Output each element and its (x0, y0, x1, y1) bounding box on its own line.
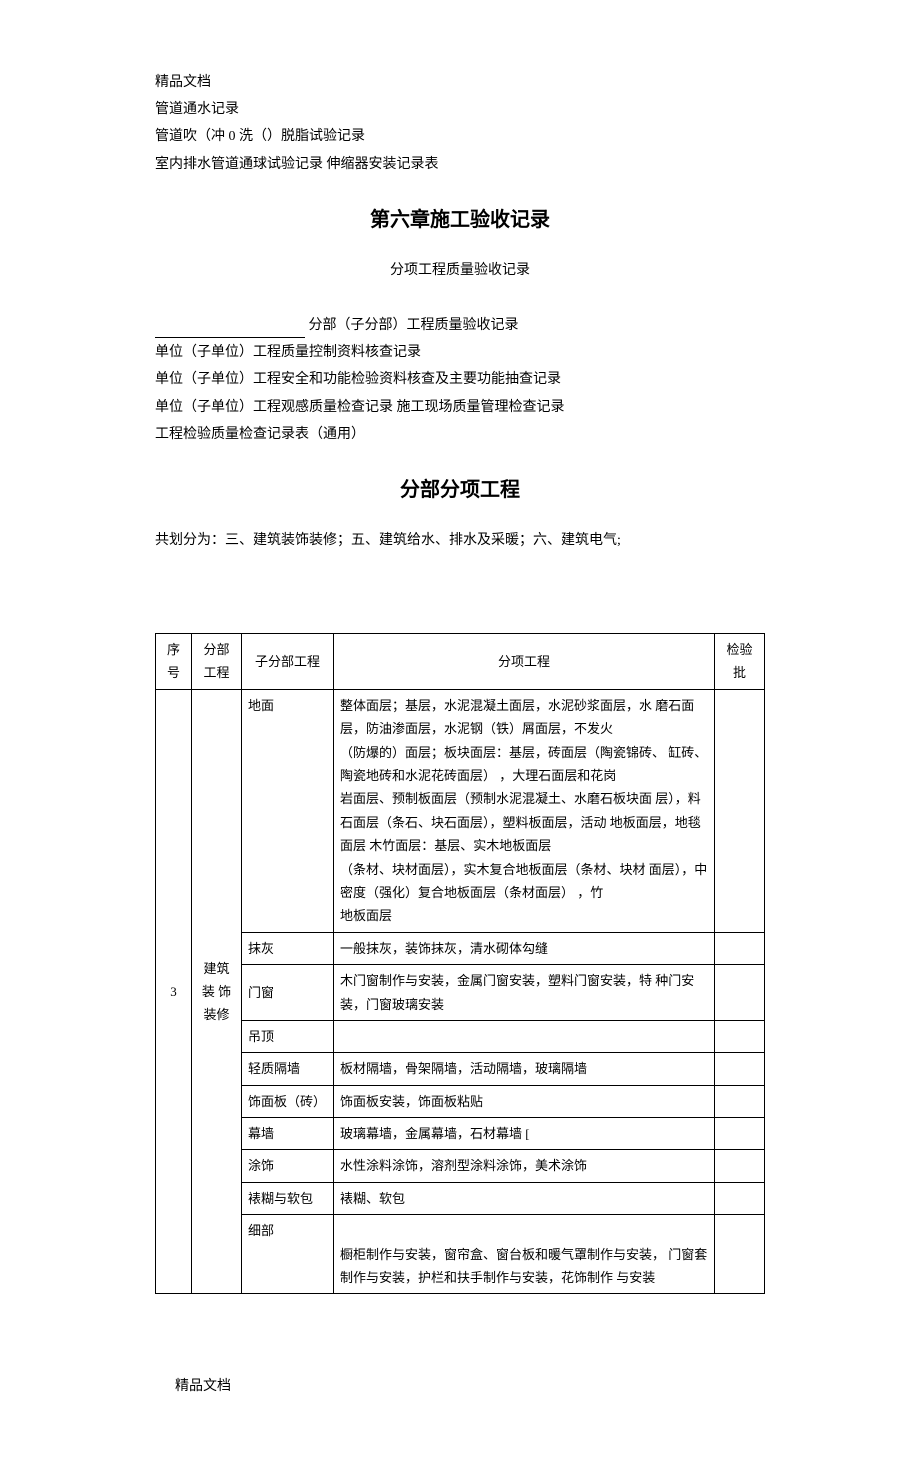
record-line-2: 单位（子单位）工程质量控制资料核查记录 (155, 340, 765, 365)
underline-blank (155, 337, 305, 338)
cell-subdiv-7: 涂饰 (242, 1150, 334, 1182)
cell-batch-8 (715, 1182, 765, 1214)
section-title: 分部分项工程 (155, 472, 765, 508)
table-row: 门窗 木门窗制作与安装，金属门窗安装，塑料门窗安装，特 种门安装，门窗玻璃安装 (156, 965, 765, 1021)
section-intro: 共划分为：三、建筑装饰装修；五、建筑给水、排水及采暖；六、建筑电气; (155, 528, 765, 553)
header-brand: 精品文档 (155, 70, 765, 95)
table-row: 3 建筑 装 饰 装修 地面 整体面层；基层，水泥混凝土面层，水泥砂浆面层，水 … (156, 689, 765, 932)
cell-seq: 3 (156, 689, 192, 1294)
footer-brand: 精品文档 (155, 1374, 765, 1399)
record-line-1: 分部（子分部）工程质量验收记录 (155, 313, 765, 338)
chapter-subtitle: 分项工程质量验收记录 (155, 258, 765, 283)
cell-item-1: 一般抹灰，装饰抹灰，清水砌体勾缝 (334, 932, 715, 964)
cell-batch-3 (715, 1020, 765, 1052)
cell-subdiv-4: 轻质隔墙 (242, 1053, 334, 1085)
th-subdivision: 子分部工程 (242, 634, 334, 690)
cell-item-8: 裱糊、软包 (334, 1182, 715, 1214)
cell-batch-5 (715, 1085, 765, 1117)
cell-subdiv-3: 吊顶 (242, 1020, 334, 1052)
cell-item-0: 整体面层；基层，水泥混凝土面层，水泥砂浆面层，水 磨石面层，防油渗面层，水泥钢（… (334, 689, 715, 932)
cell-batch-9 (715, 1215, 765, 1294)
cell-subdiv-1: 抹灰 (242, 932, 334, 964)
cell-item-9: 橱柜制作与安装，窗帘盒、窗台板和暖气罩制作与安装， 门窗套制作与安装，护栏和扶手… (334, 1215, 715, 1294)
record-text-1: 分部（子分部）工程质量验收记录 (305, 318, 519, 333)
th-batch: 检验批 (715, 634, 765, 690)
table-row: 吊顶 (156, 1020, 765, 1052)
cell-item-7: 水性涂料涂饰，溶剂型涂料涂饰，美术涂饰 (334, 1150, 715, 1182)
cell-batch-7 (715, 1150, 765, 1182)
cell-subdiv-6: 幕墙 (242, 1118, 334, 1150)
cell-item-2: 木门窗制作与安装，金属门窗安装，塑料门窗安装，特 种门安装，门窗玻璃安装 (334, 965, 715, 1021)
cell-subdiv-2: 门窗 (242, 965, 334, 1021)
header-line-2: 管道吹（冲 0 洗（）脱脂试验记录 (155, 124, 765, 149)
record-line-5: 工程检验质量检查记录表（通用） (155, 422, 765, 447)
header-line-1: 管道通水记录 (155, 97, 765, 122)
th-item: 分项工程 (334, 634, 715, 690)
cell-batch-1 (715, 932, 765, 964)
cell-subdiv-5: 饰面板（砖） (242, 1085, 334, 1117)
division-table: 序 号 分部 工程 子分部工程 分项工程 检验批 3 建筑 装 饰 装修 地面 … (155, 633, 765, 1294)
cell-division: 建筑 装 饰 装修 (192, 689, 242, 1294)
th-division: 分部 工程 (192, 634, 242, 690)
table-row: 涂饰 水性涂料涂饰，溶剂型涂料涂饰，美术涂饰 (156, 1150, 765, 1182)
table-header-row: 序 号 分部 工程 子分部工程 分项工程 检验批 (156, 634, 765, 690)
table-row: 细部 橱柜制作与安装，窗帘盒、窗台板和暖气罩制作与安装， 门窗套制作与安装，护栏… (156, 1215, 765, 1294)
table-row: 幕墙 玻璃幕墙，金属幕墙，石材幕墙 [ (156, 1118, 765, 1150)
cell-subdiv-9: 细部 (242, 1215, 334, 1294)
table-row: 饰面板（砖） 饰面板安装，饰面板粘贴 (156, 1085, 765, 1117)
table-row: 抹灰 一般抹灰，装饰抹灰，清水砌体勾缝 (156, 932, 765, 964)
cell-batch-0 (715, 689, 765, 932)
cell-batch-4 (715, 1053, 765, 1085)
cell-subdiv-0: 地面 (242, 689, 334, 932)
cell-item-6: 玻璃幕墙，金属幕墙，石材幕墙 [ (334, 1118, 715, 1150)
chapter-title: 第六章施工验收记录 (155, 202, 765, 238)
table-row: 裱糊与软包 裱糊、软包 (156, 1182, 765, 1214)
cell-item-4: 板材隔墙，骨架隔墙，活动隔墙，玻璃隔墙 (334, 1053, 715, 1085)
table-row: 轻质隔墙 板材隔墙，骨架隔墙，活动隔墙，玻璃隔墙 (156, 1053, 765, 1085)
cell-item-3 (334, 1020, 715, 1052)
cell-subdiv-8: 裱糊与软包 (242, 1182, 334, 1214)
cell-batch-6 (715, 1118, 765, 1150)
cell-batch-2 (715, 965, 765, 1021)
header-line-3: 室内排水管道通球试验记录 伸缩器安装记录表 (155, 152, 765, 177)
record-line-4: 单位（子单位）工程观感质量检查记录 施工现场质量管理检查记录 (155, 395, 765, 420)
record-line-3: 单位（子单位）工程安全和功能检验资料核查及主要功能抽查记录 (155, 367, 765, 392)
cell-item-5: 饰面板安装，饰面板粘贴 (334, 1085, 715, 1117)
th-seq: 序 号 (156, 634, 192, 690)
